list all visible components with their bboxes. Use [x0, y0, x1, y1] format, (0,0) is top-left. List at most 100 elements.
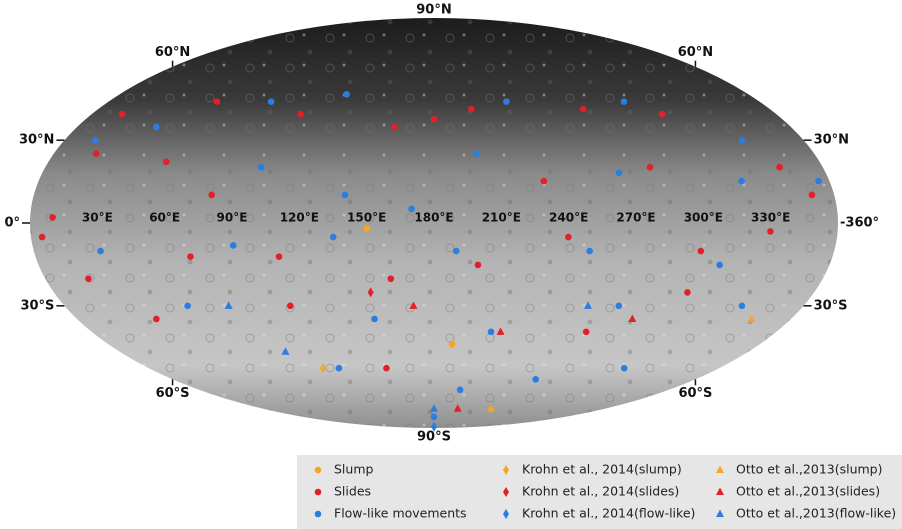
landslide-point [738, 136, 746, 144]
landslide-point [335, 364, 343, 372]
landslide-point [267, 98, 275, 105]
legend-box [297, 455, 902, 529]
lat-label: 60°N [155, 45, 190, 60]
landslide-point [430, 115, 438, 123]
landslide-point [808, 191, 816, 199]
landslide-point [776, 163, 783, 171]
legend-label: Krohn et al., 2014(slides) [522, 484, 679, 499]
landslide-point [363, 225, 370, 232]
landslide-point [92, 150, 100, 157]
landslide-point [620, 364, 628, 372]
landslide-point [371, 315, 378, 323]
legend-label: Otto et al.,2013(slides) [736, 484, 880, 499]
lat-label: 30°S [814, 298, 848, 313]
legend-label: Flow-like movements [334, 506, 467, 521]
lat-label: 60°S [678, 386, 712, 401]
landslide-point [815, 177, 822, 185]
lat-label: 90°S [417, 430, 451, 445]
legend-marker [503, 509, 509, 519]
landslide-point [229, 242, 237, 249]
legend-marker [503, 465, 509, 475]
landslide-point [320, 363, 327, 374]
lat-label: 60°S [156, 386, 190, 401]
landslide-point [431, 421, 437, 432]
landslide-point [49, 214, 56, 221]
landslide-point [532, 375, 539, 383]
landslide-point [453, 404, 462, 412]
landslide-point [503, 98, 510, 105]
landslide-point [391, 123, 398, 131]
lat-label: 60°N [678, 45, 713, 60]
landslide-point [615, 169, 623, 177]
landslide-point [367, 287, 374, 298]
lon-label: 270°E [616, 211, 655, 225]
landslide-point [456, 386, 464, 394]
landslide-point [38, 233, 46, 241]
lat-label: 30°N [19, 133, 54, 148]
legend-label: Otto et al.,2013(slump) [736, 462, 883, 477]
legend-label: Slump [334, 462, 374, 477]
landslide-point [767, 228, 774, 235]
landslide-point [297, 110, 305, 118]
lon-label: 330°E [751, 211, 790, 225]
legend-label: Slides [334, 484, 371, 499]
landslide-point [97, 247, 104, 255]
lat-label: 90°N [416, 3, 451, 18]
landslide-point [153, 123, 160, 131]
landslide-point [224, 301, 233, 309]
landslide-point [91, 136, 99, 144]
landslide-point [329, 233, 337, 241]
landslide-point [658, 110, 666, 118]
landslide-point [281, 347, 290, 355]
lon-label: 240°E [549, 211, 588, 225]
landslide-point [383, 364, 390, 372]
landslide-point [586, 247, 593, 255]
landslide-point [487, 328, 495, 336]
lon-label: 120°E [280, 211, 319, 225]
landslide-point [684, 289, 691, 296]
legend-label: Krohn et al., 2014(slump) [522, 462, 682, 477]
legend-marker [503, 487, 509, 497]
landslide-point [474, 261, 482, 269]
landslide-point [85, 275, 92, 283]
landslide-point [716, 261, 723, 269]
landslide-point [187, 253, 194, 260]
legend-marker [716, 487, 724, 495]
landslide-point [496, 327, 505, 335]
lon-label: 300°E [684, 211, 723, 225]
legend-marker [314, 488, 322, 496]
landslide-point [257, 163, 265, 171]
landslide-point [697, 247, 705, 255]
landslide-point [468, 105, 475, 113]
legend-label: Krohn et al., 2014(flow-like) [522, 506, 695, 521]
landslide-point [579, 105, 587, 113]
lon-end-label: -360° [840, 216, 879, 231]
landslide-point [430, 404, 438, 412]
lon-label: 60°E [149, 211, 180, 225]
landslide-point [430, 413, 438, 421]
lon-label: 180°E [414, 211, 453, 225]
landslide-point [118, 110, 126, 118]
landslide-point [409, 301, 418, 309]
landslide-point [620, 98, 628, 105]
landslide-point [565, 233, 572, 241]
landslide-point [738, 177, 745, 185]
landslide-point [472, 150, 480, 157]
landslide-point [275, 253, 283, 260]
landslide-point [486, 404, 495, 412]
landslide-point [286, 302, 294, 310]
landslide-point [448, 341, 456, 348]
legend-marker [716, 465, 724, 473]
landslide-point [184, 302, 191, 310]
landslide-point [208, 191, 215, 199]
landslide-point [747, 314, 756, 322]
landslide-point [738, 302, 746, 310]
globe-texture [30, 18, 838, 428]
landslide-point [452, 247, 460, 255]
lat-label: 30°N [814, 133, 849, 148]
landslide-point [615, 302, 623, 310]
landslide-point [408, 205, 415, 213]
lat-label: 0° [4, 216, 20, 231]
